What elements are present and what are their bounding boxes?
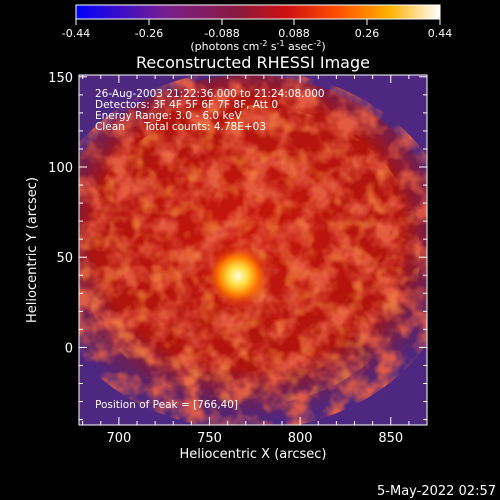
y-tick-label: 50 [56,251,73,266]
annotation-method: Clean [95,121,125,133]
colorbar [76,5,440,19]
x-tick-label: 800 [288,431,313,446]
y-tick-label: 150 [48,71,73,86]
flare-peak [206,244,270,308]
colorbar-ticks [75,19,441,25]
colorbar-tick-label: 0.26 [355,27,380,40]
plot-frame [78,74,428,426]
annotation-counts: Total counts: 4.78E+03 [143,121,266,133]
y-axis-label: Heliocentric Y (arcsec) [25,177,40,323]
y-tick-label: 0 [65,341,73,356]
x-tick-label: 750 [197,431,222,446]
x-tick-label: 850 [378,431,403,446]
annotation-detectors: Detectors: 3F 4F 5F 6F 7F 8F, Att 0 [95,99,278,111]
colorbar-tick-label: 0.088 [278,27,310,40]
colorbar-units: (photons cm-2 s-1 asec-2) [190,39,325,53]
x-axis: 700 750 800 850 [82,75,428,446]
annotation-time: 26-Aug-2003 21:22:36.000 to 21:24:08.000 [95,88,325,100]
colorbar-tick-label: 0.44 [428,27,453,40]
timestamp: 5-May-2022 02:57 [377,484,496,499]
peak-position-label: Position of Peak = [766,40] [95,399,238,411]
x-axis-label: Heliocentric X (arcsec) [180,447,327,462]
y-axis: 0 50 100 150 [48,71,427,421]
y-tick-label: 100 [48,161,73,176]
colorbar-tick-label: -0.26 [135,27,163,40]
annotation-energy: Energy Range: 3.0 - 6.0 keV [95,110,243,122]
colorbar-tick-label: -0.44 [62,27,90,40]
annotation-block: 26-Aug-2003 21:22:36.000 to 21:24:08.000… [95,88,325,133]
colorbar-tick-label: -0.088 [204,27,239,40]
chart-title: Reconstructed RHESSI Image [136,53,370,72]
x-tick-label: 700 [106,431,131,446]
heatmap-image [79,75,427,425]
